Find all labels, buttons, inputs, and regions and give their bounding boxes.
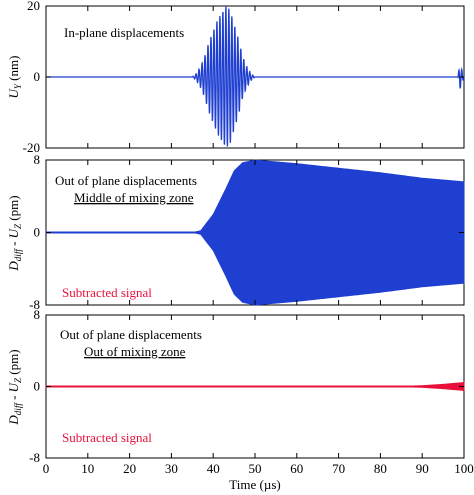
top-ytick-label: -20 xyxy=(23,140,40,155)
top-ytick-label: 20 xyxy=(27,0,40,13)
bottom-ytick-label: 8 xyxy=(34,307,41,322)
bot-ylabel-z: Z xyxy=(13,377,23,383)
middle-annotation-zone: Middle of mixing zone xyxy=(74,190,194,205)
top-plot-area xyxy=(46,6,465,147)
xtick-label: 30 xyxy=(165,461,178,476)
top-annotation: In-plane displacements xyxy=(64,25,184,40)
top-ytick-label: 0 xyxy=(34,69,41,84)
bottom-y-axis-label: Ddiff - UZ (pm) xyxy=(6,349,23,425)
middle-annotation-title: Out of plane displacements xyxy=(55,173,197,188)
bot-ylabel-d: D xyxy=(6,415,21,426)
middle-ytick-label: 8 xyxy=(34,152,41,167)
middle-y-axis-label: Ddiff - UZ (pm) xyxy=(6,195,23,271)
bottom-ytick-label: 0 xyxy=(34,379,41,394)
mid-ylabel-diff: diff xyxy=(13,248,23,262)
middle-ytick-label: -8 xyxy=(29,297,40,312)
top-y-axis-label: UY (nm) xyxy=(6,56,23,99)
xtick-label: 90 xyxy=(416,461,429,476)
bottom-annotation-zone: Out of mixing zone xyxy=(84,344,186,359)
bottom-plot-area xyxy=(45,382,465,391)
top-ylabel-u: U xyxy=(6,87,21,98)
xtick-label: 60 xyxy=(290,461,303,476)
mid-ylabel-z: Z xyxy=(13,223,23,229)
middle-signal-area xyxy=(45,159,465,306)
xtick-label: 10 xyxy=(81,461,94,476)
bot-ylabel-unit: (pm) xyxy=(6,349,21,378)
mid-ylabel-u: - U xyxy=(6,227,21,249)
middle-subtracted-label: Subtracted signal xyxy=(62,285,152,300)
bottom-subtracted-label: Subtracted signal xyxy=(62,430,152,445)
top-ylabel-sub: Y xyxy=(13,83,23,89)
bottom-annotation-title: Out of plane displacements xyxy=(60,327,202,342)
xtick-label: 70 xyxy=(332,461,345,476)
xtick-label: 20 xyxy=(123,461,136,476)
xtick-label: 80 xyxy=(374,461,387,476)
bottom-signal-area xyxy=(45,382,465,391)
xtick-label: 40 xyxy=(207,461,220,476)
x-axis-label: Time (µs) xyxy=(229,477,280,492)
xtick-label: 0 xyxy=(43,461,50,476)
bottom-ytick-label: -8 xyxy=(29,450,40,465)
top-signal-line xyxy=(46,6,465,147)
top-ylabel-unit: (nm) xyxy=(6,56,21,85)
middle-ytick-label: 0 xyxy=(34,225,41,240)
middle-plot-area xyxy=(45,159,465,306)
xtick-label: 100 xyxy=(454,461,474,476)
bot-ylabel-u: - U xyxy=(6,381,21,403)
mid-ylabel-d: D xyxy=(6,261,21,272)
mid-ylabel-unit: (pm) xyxy=(6,195,21,224)
bot-ylabel-diff: diff xyxy=(13,402,23,416)
xtick-label: 50 xyxy=(249,461,262,476)
